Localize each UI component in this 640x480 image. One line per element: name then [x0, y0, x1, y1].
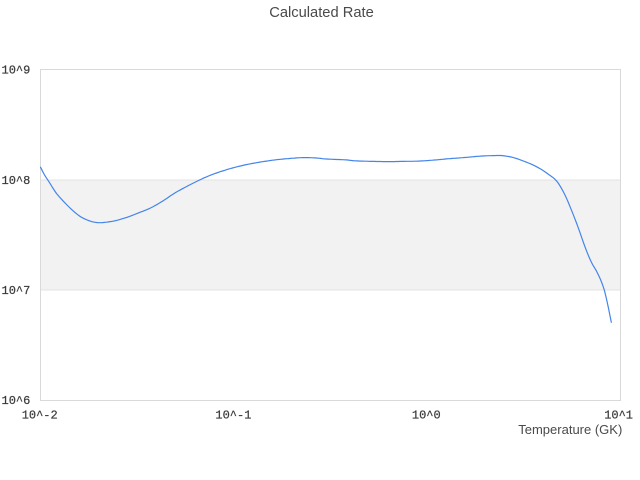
svg-text:Calculated Rate: Calculated Rate — [269, 5, 374, 21]
svg-text:Temperature (GK): Temperature (GK) — [518, 422, 622, 437]
svg-text:10^9: 10^9 — [2, 64, 31, 78]
svg-text:10^0: 10^0 — [412, 409, 441, 423]
svg-text:10^1: 10^1 — [604, 409, 633, 423]
svg-text:10^-1: 10^-1 — [215, 409, 251, 423]
svg-text:10^6: 10^6 — [2, 394, 31, 408]
svg-text:10^-2: 10^-2 — [22, 409, 58, 423]
svg-text:10^8: 10^8 — [2, 174, 31, 188]
svg-text:10^7: 10^7 — [2, 284, 31, 298]
